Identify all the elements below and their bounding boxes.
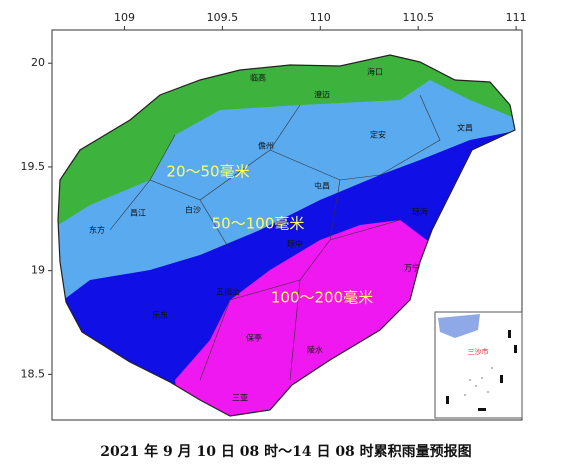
- x-tick-label: 110: [310, 11, 331, 24]
- zone-label: 50～100毫米: [212, 215, 305, 233]
- island-outline: [57, 54, 516, 417]
- x-tick-label: 109: [114, 11, 135, 24]
- y-tick-label: 19: [31, 264, 45, 277]
- x-tick-label: 109.5: [207, 11, 239, 24]
- city-label: 东方: [89, 225, 105, 235]
- border-lines: [109, 94, 441, 381]
- city-label: 陵水: [307, 345, 323, 355]
- y-tick-label: 19.5: [21, 160, 46, 173]
- city-label: 三亚: [232, 394, 248, 403]
- city-label: 万宁: [404, 263, 420, 273]
- city-label: 昌江: [130, 209, 146, 218]
- city-label: 海口: [367, 67, 383, 77]
- city-label: 屯昌: [314, 181, 330, 191]
- inset-land: [438, 314, 480, 338]
- inset: 三沙市: [434, 311, 523, 419]
- y-tick-label: 18.5: [21, 367, 46, 380]
- city-label: 临高: [250, 73, 266, 83]
- y-tick-label: 20: [31, 56, 45, 69]
- city-label: 保亭: [246, 333, 262, 343]
- city-label: 澄迈: [314, 90, 330, 100]
- county-borders: [109, 94, 441, 381]
- zone-label: 100～200毫米: [271, 289, 373, 307]
- zone-magenta: [175, 220, 440, 416]
- caption: 2021 年 9 月 10 日 08 时～14 日 08 时累积雨量预报图: [100, 443, 471, 460]
- city-label: 儋州: [258, 141, 274, 151]
- zone-label: 20～50毫米: [166, 163, 249, 181]
- city-label: 乐东: [152, 310, 168, 320]
- inset-label: 三沙市: [468, 347, 489, 356]
- city-label: 白沙: [185, 205, 201, 215]
- city-label: 五指山: [216, 287, 240, 297]
- x-tick-label: 110.5: [402, 11, 434, 24]
- city-label: 定安: [370, 130, 386, 140]
- city-label: 琼中: [287, 239, 303, 249]
- city-label: 文昌: [457, 123, 473, 133]
- city-label: 琼海: [412, 207, 428, 217]
- inset-islands: [464, 367, 493, 396]
- x-tick-label: 111: [506, 11, 527, 24]
